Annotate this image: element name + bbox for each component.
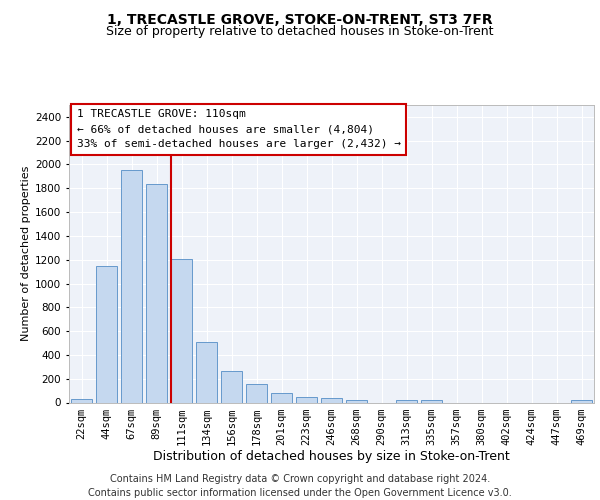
Text: Size of property relative to detached houses in Stoke-on-Trent: Size of property relative to detached ho… — [106, 25, 494, 38]
Bar — [571, 400, 592, 402]
Bar — [121, 170, 142, 402]
Bar — [171, 258, 192, 402]
Bar — [296, 396, 317, 402]
Bar — [321, 398, 342, 402]
Bar — [271, 393, 292, 402]
Bar — [421, 400, 442, 402]
Bar — [96, 266, 117, 402]
Bar — [146, 184, 167, 402]
X-axis label: Distribution of detached houses by size in Stoke-on-Trent: Distribution of detached houses by size … — [153, 450, 510, 464]
Bar — [346, 400, 367, 402]
Bar — [221, 371, 242, 402]
Bar — [71, 399, 92, 402]
Text: Contains HM Land Registry data © Crown copyright and database right 2024.
Contai: Contains HM Land Registry data © Crown c… — [88, 474, 512, 498]
Bar — [396, 400, 417, 402]
Text: 1, TRECASTLE GROVE, STOKE-ON-TRENT, ST3 7FR: 1, TRECASTLE GROVE, STOKE-ON-TRENT, ST3 … — [107, 12, 493, 26]
Bar — [196, 342, 217, 402]
Y-axis label: Number of detached properties: Number of detached properties — [21, 166, 31, 342]
Text: 1 TRECASTLE GROVE: 110sqm
← 66% of detached houses are smaller (4,804)
33% of se: 1 TRECASTLE GROVE: 110sqm ← 66% of detac… — [77, 110, 401, 149]
Bar — [246, 384, 267, 402]
